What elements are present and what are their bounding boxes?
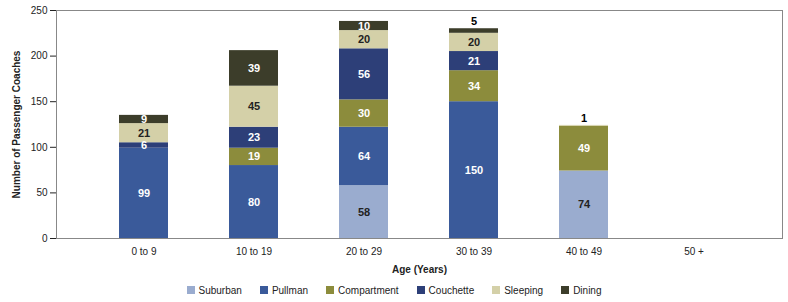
svg-text:6: 6 <box>141 139 147 151</box>
html-text:Compartment: Compartment <box>338 284 399 296</box>
svg-text:34: 34 <box>468 80 481 92</box>
svg-text:23: 23 <box>248 131 260 143</box>
svg-text:50: 50 <box>36 187 48 198</box>
svg-text:5: 5 <box>471 15 477 27</box>
svg-text:45: 45 <box>248 100 260 112</box>
svg-text:56: 56 <box>358 68 370 80</box>
svg-text:Number of Passenger Coaches: Number of Passenger Coaches <box>11 50 22 198</box>
svg-text:10 to 19: 10 to 19 <box>236 246 273 257</box>
svg-text:Age (Years): Age (Years) <box>392 264 447 275</box>
svg-text:20 to 29: 20 to 29 <box>346 246 383 257</box>
svg-text:0: 0 <box>42 233 48 244</box>
svg-text:250: 250 <box>31 5 48 16</box>
svg-text:58: 58 <box>358 206 370 218</box>
svg-text:64: 64 <box>358 150 371 162</box>
svg-text:9: 9 <box>141 113 147 125</box>
svg-text:74: 74 <box>578 198 591 210</box>
svg-text:0 to 9: 0 to 9 <box>131 246 156 257</box>
html-text:Pullman: Pullman <box>271 284 308 296</box>
svg-text:150: 150 <box>31 96 48 107</box>
svg-text:21: 21 <box>138 127 150 139</box>
svg-text:1: 1 <box>581 112 587 124</box>
svg-text:40 to 49: 40 to 49 <box>566 246 603 257</box>
html-text:Sleeping: Sleeping <box>504 284 544 296</box>
svg-text:10: 10 <box>358 20 370 32</box>
html-text:Suburban: Suburban <box>198 284 242 296</box>
svg-text:150: 150 <box>465 164 483 176</box>
svg-text:20: 20 <box>358 33 370 45</box>
svg-text:21: 21 <box>468 55 480 67</box>
html-text:Dining: Dining <box>573 284 602 296</box>
svg-text:30: 30 <box>358 107 370 119</box>
svg-text:200: 200 <box>31 50 48 61</box>
svg-text:19: 19 <box>248 150 260 162</box>
svg-text:80: 80 <box>248 196 260 208</box>
svg-text:20: 20 <box>468 36 480 48</box>
svg-text:100: 100 <box>31 142 48 153</box>
svg-text:39: 39 <box>248 62 260 74</box>
svg-text:49: 49 <box>578 142 590 154</box>
html-text:Couchette: Couchette <box>428 284 475 296</box>
svg-text:30 to 39: 30 to 39 <box>456 246 493 257</box>
svg-text:50 +: 50 + <box>684 246 704 257</box>
svg-text:99: 99 <box>138 187 150 199</box>
